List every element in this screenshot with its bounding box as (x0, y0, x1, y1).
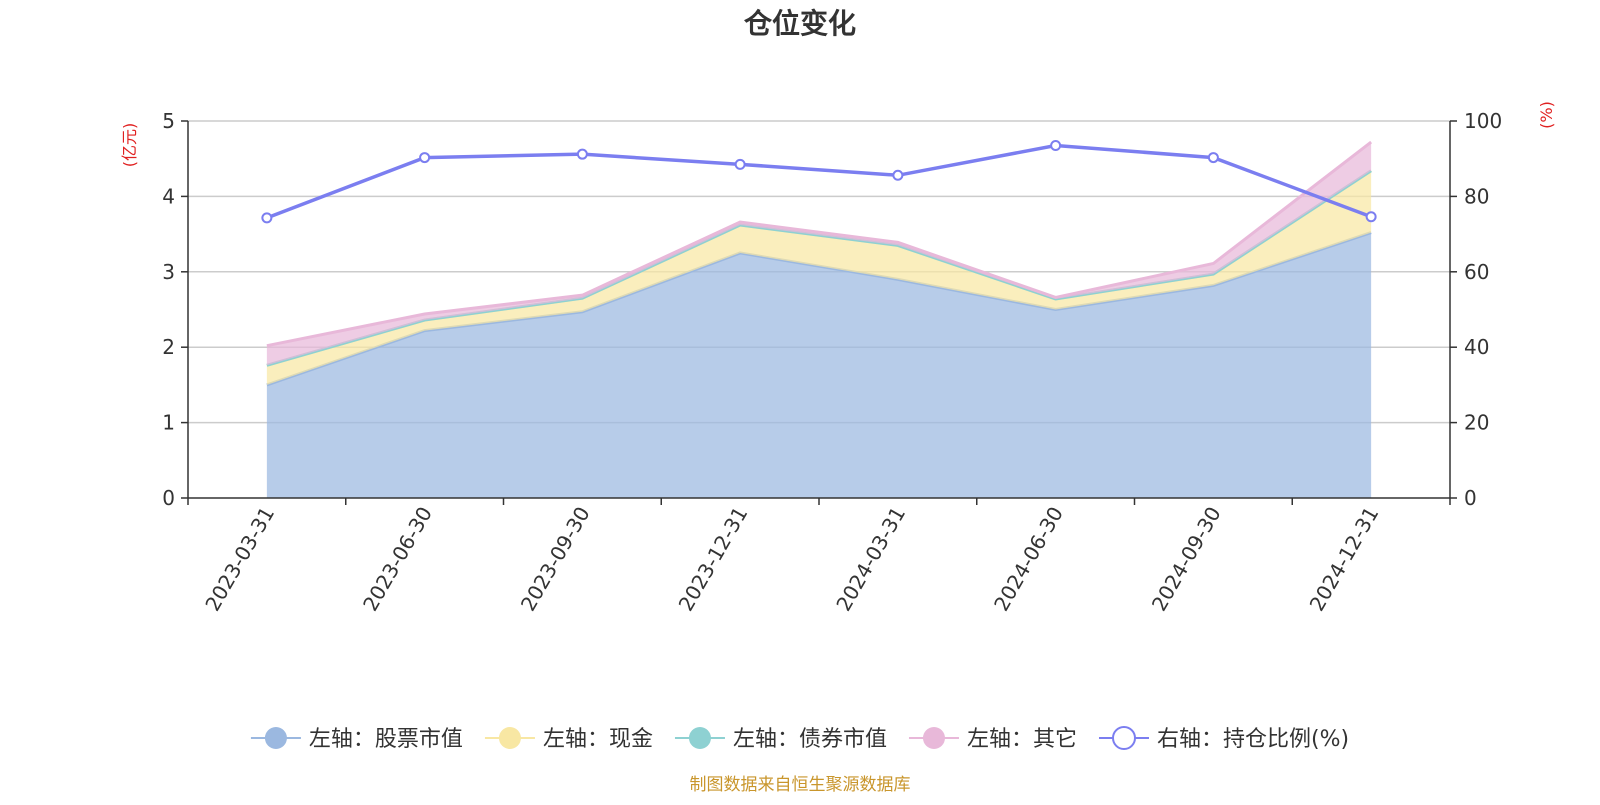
x-tick-label: 2023-03-31 (200, 503, 279, 616)
ratio-point[interactable] (261, 212, 273, 224)
chart-title: 仓位变化 (744, 7, 856, 40)
legend-item[interactable]: 左轴：其它 (908, 727, 1077, 752)
legend-label: 左轴：现金 (543, 727, 653, 752)
ratio-point[interactable] (892, 169, 904, 181)
x-tick-label: 2024-09-30 (1147, 503, 1226, 616)
x-tick-label: 2023-09-30 (516, 503, 595, 616)
legend-label: 右轴：持仓比例(%) (1157, 727, 1349, 752)
ratio-line (266, 143, 1372, 220)
legend-key-marker (498, 727, 521, 749)
legend-item[interactable]: 左轴：债券市值 (674, 727, 887, 752)
left-tick-label: 4 (162, 184, 175, 208)
right-tick-label: 60 (1464, 260, 1489, 284)
legend-item[interactable]: 左轴：股票市值 (250, 727, 463, 752)
left-tick-label: 3 (162, 260, 175, 284)
left-tick-label: 1 (162, 411, 175, 435)
legend-item[interactable]: 右轴：持仓比例(%) (1098, 726, 1349, 752)
x-tick-label: 2024-12-31 (1305, 503, 1384, 616)
right-tick-label: 80 (1464, 184, 1489, 208)
ratio-point[interactable] (734, 158, 746, 170)
legend-key-marker (1111, 726, 1136, 750)
stacked-areas (266, 140, 1373, 499)
right-tick-label: 100 (1464, 109, 1502, 133)
x-tick-label: 2024-03-31 (831, 503, 910, 616)
right-tick-label: 20 (1464, 411, 1489, 435)
right-tick-label: 40 (1464, 335, 1489, 359)
right-axis-unit: (%) (1537, 101, 1556, 129)
area-edge-3 (266, 140, 1373, 348)
legend-key-marker (264, 727, 287, 749)
x-tick-label: 2023-06-30 (358, 503, 437, 616)
left-tick-label: 5 (162, 109, 175, 133)
x-tick-label: 2023-12-31 (674, 503, 753, 616)
left-axis-unit: (亿元) (120, 123, 139, 168)
left-tick-label: 0 (162, 486, 175, 510)
ratio-point[interactable] (1207, 152, 1219, 164)
legend-label: 左轴：股票市值 (309, 727, 463, 752)
ratio-point[interactable] (1050, 140, 1062, 152)
legend: 左轴：股票市值 左轴：现金 左轴：债券市值 左轴：其它 右轴：持仓比例(%) (250, 726, 1349, 752)
legend-key-marker (688, 727, 711, 749)
ratio-point[interactable] (1365, 211, 1377, 223)
legend-label: 左轴：债券市值 (733, 727, 887, 752)
ratio-point[interactable] (576, 148, 588, 160)
legend-key-marker (922, 727, 945, 749)
data-source-footer: 制图数据来自恒生聚源数据库 (690, 775, 911, 795)
legend-item[interactable]: 左轴：现金 (484, 727, 653, 752)
area-0 (266, 232, 1372, 499)
x-tick-label: 2024-06-30 (989, 503, 1068, 616)
ratio-line-layer (261, 140, 1377, 224)
legend-label: 左轴：其它 (967, 727, 1077, 752)
right-tick-label: 0 (1464, 486, 1477, 510)
left-tick-label: 2 (162, 335, 175, 359)
ratio-point[interactable] (419, 152, 431, 164)
